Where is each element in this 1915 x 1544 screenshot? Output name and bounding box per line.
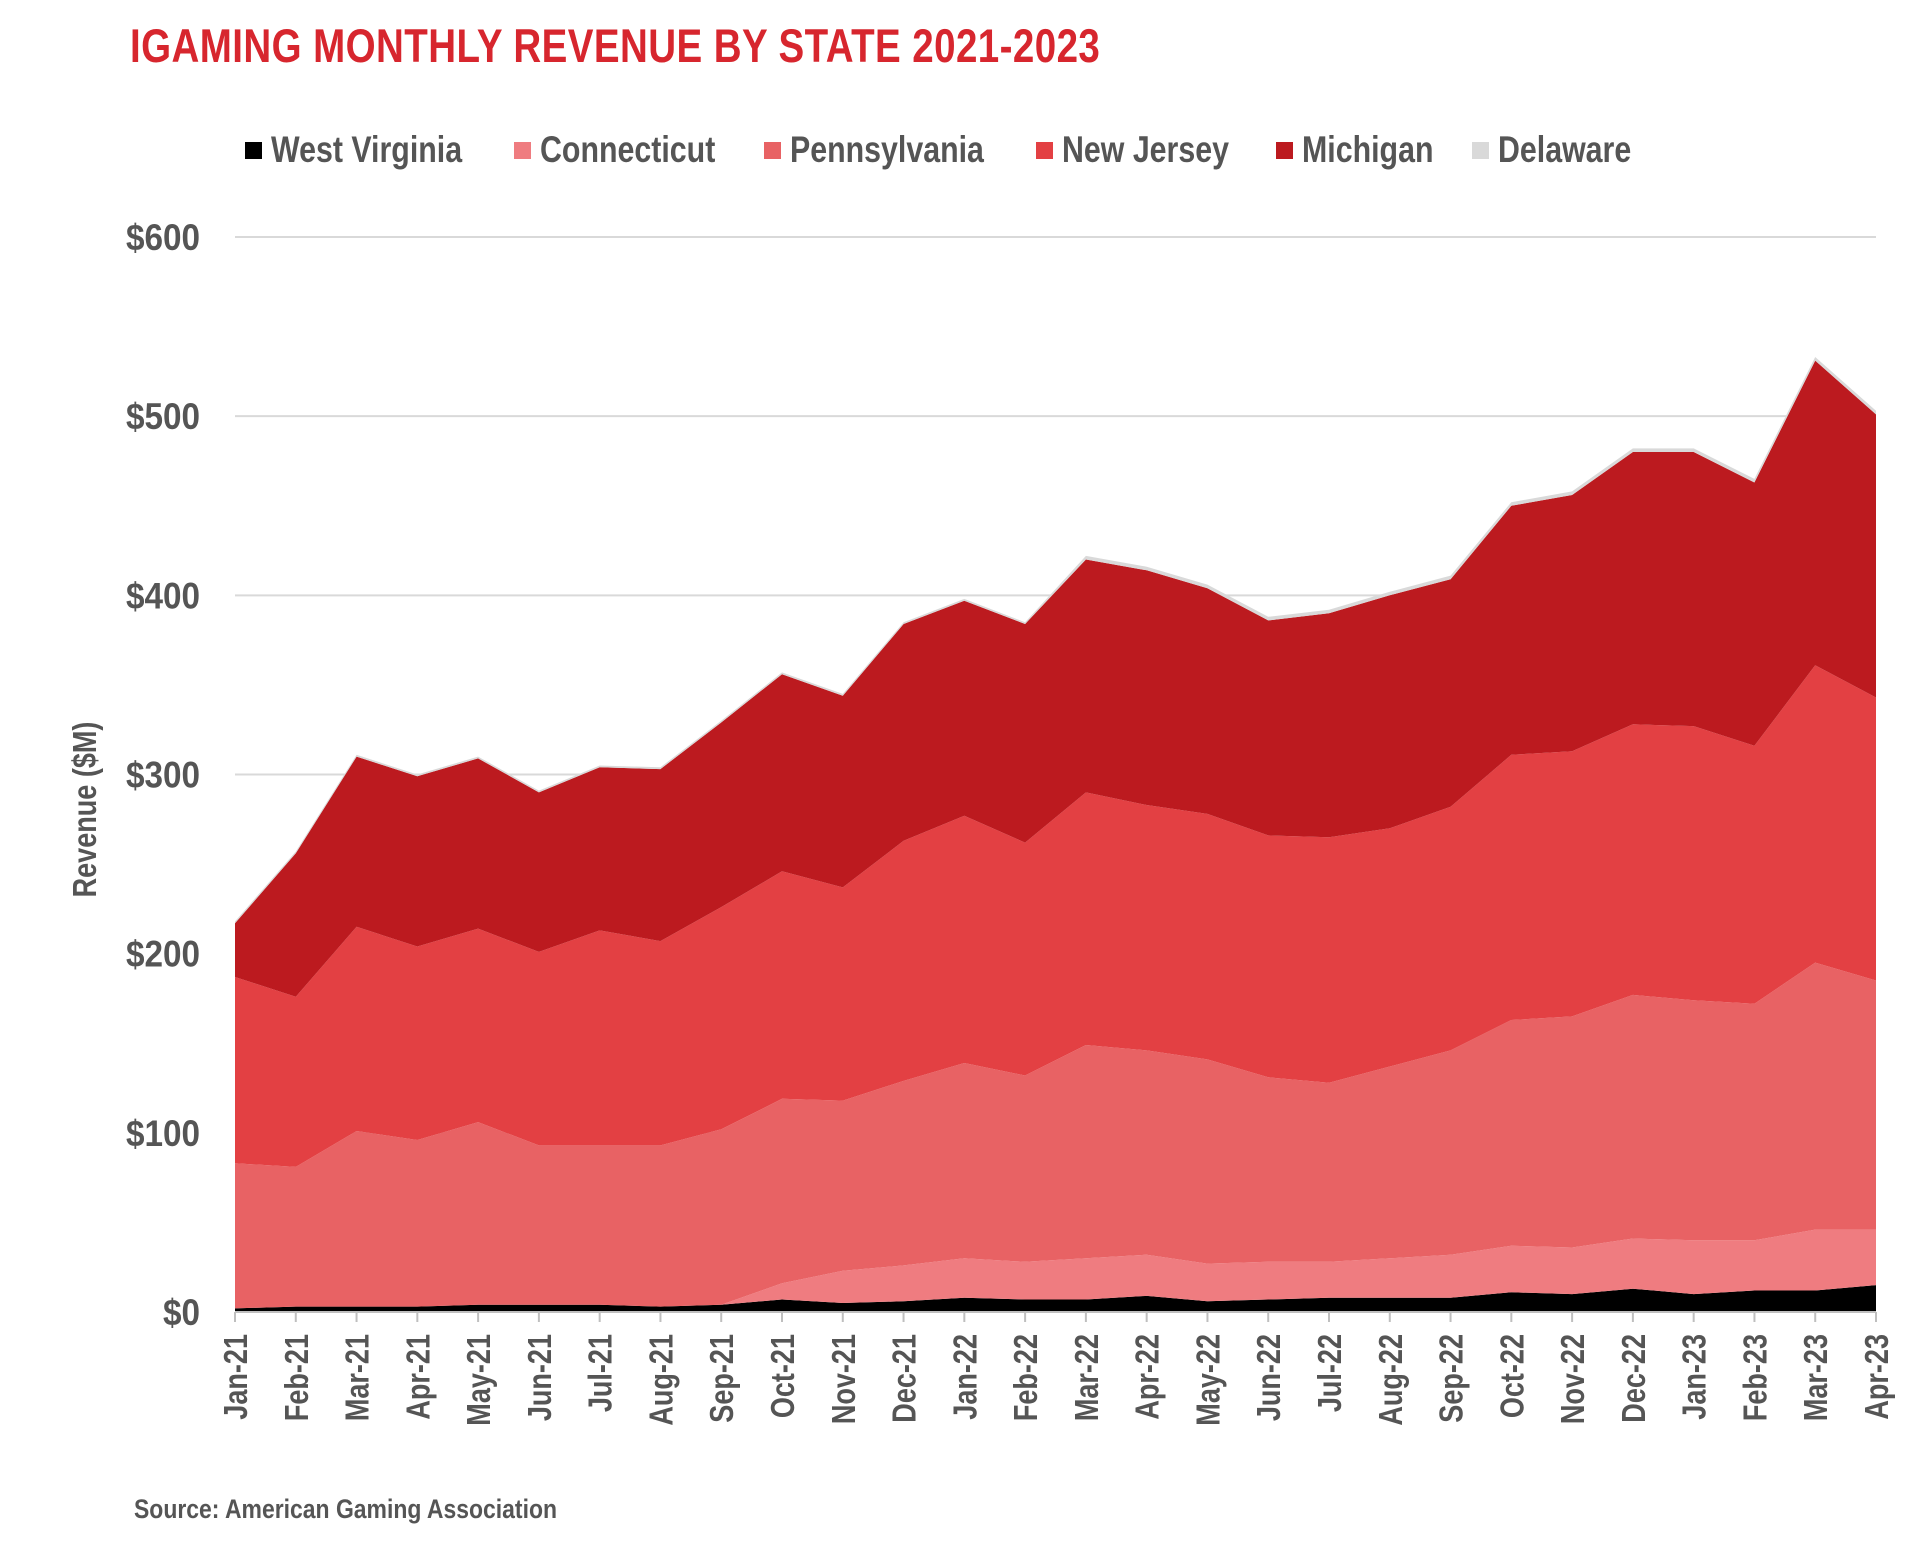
x-tick-label: Jan-21 <box>219 1334 255 1420</box>
legend-swatch-connecticut <box>514 141 532 159</box>
legend-swatch-new-jersey <box>1036 141 1054 159</box>
legend-swatch-west-virginia <box>245 141 262 159</box>
series-area-pennsylvania <box>235 962 1876 1309</box>
x-tick-label: Mar-21 <box>340 1334 376 1421</box>
x-tick-label: Oct-22 <box>1495 1334 1531 1418</box>
x-tick-label: Nov-21 <box>826 1334 862 1424</box>
x-tick-label: Jun-21 <box>522 1334 558 1421</box>
y-tick-label: $200 <box>126 934 200 975</box>
chart-legend: West Virginia Connecticut Pennsylvania N… <box>245 128 1632 172</box>
x-tick-label: Feb-23 <box>1738 1334 1774 1421</box>
legend-item-connecticut: Connecticut <box>514 129 724 171</box>
legend-item-new-jersey: New Jersey <box>1036 129 1236 171</box>
x-tick-label: Aug-22 <box>1373 1334 1409 1426</box>
x-tick-label: Nov-22 <box>1556 1334 1592 1424</box>
legend-item-michigan: Michigan <box>1276 129 1434 171</box>
y-tick-label: $100 <box>126 1113 200 1154</box>
legend-item-pennsylvania: Pennsylvania <box>763 129 997 171</box>
chart-title: IGAMING MONTHLY REVENUE BY STATE 2021-20… <box>130 19 1101 72</box>
x-tick-label: Dec-22 <box>1616 1334 1652 1423</box>
legend-item-delaware: Delaware <box>1472 129 1632 171</box>
x-tick-label: Jan-22 <box>948 1334 984 1420</box>
x-tick-label: Dec-21 <box>887 1334 923 1423</box>
y-tick-label: $600 <box>126 217 200 258</box>
series-area-michigan <box>235 360 1876 997</box>
legend-label-new-jersey: New Jersey <box>1062 129 1230 170</box>
legend-label-connecticut: Connecticut <box>540 129 716 170</box>
legend-label-pennsylvania: Pennsylvania <box>789 129 984 170</box>
x-tick-label: Feb-22 <box>1009 1334 1045 1421</box>
x-tick-label: May-22 <box>1191 1334 1227 1426</box>
x-tick-label: Oct-21 <box>766 1334 802 1418</box>
x-tick-label: Apr-21 <box>401 1334 437 1420</box>
x-tick-label: Jul-21 <box>583 1334 619 1412</box>
legend-label-michigan: Michigan <box>1302 129 1434 170</box>
legend-swatch-pennsylvania <box>763 141 781 159</box>
x-tick-label: Mar-23 <box>1799 1334 1835 1421</box>
legend-item-west-virginia: West Virginia <box>245 129 474 171</box>
legend-swatch-michigan <box>1276 141 1293 159</box>
x-tick-label: Apr-22 <box>1130 1334 1166 1420</box>
legend-swatch-delaware <box>1472 141 1490 159</box>
x-tick-label: May-21 <box>462 1334 498 1426</box>
x-tick-label: Sep-22 <box>1434 1334 1470 1423</box>
source-note: Source: American Gaming Association <box>134 1494 557 1524</box>
x-tick-label: Jan-23 <box>1677 1334 1713 1420</box>
y-axis-title: Revenue ($M) <box>68 722 104 898</box>
x-tick-label: Apr-23 <box>1860 1334 1896 1420</box>
x-tick-label: Mar-22 <box>1069 1334 1105 1421</box>
y-tick-label: $0 <box>163 1292 200 1333</box>
x-tick-label: Jul-22 <box>1313 1334 1349 1412</box>
y-tick-label: $500 <box>126 397 200 438</box>
series-area-new-jersey <box>235 665 1876 1167</box>
series-area-connecticut <box>235 1229 1876 1309</box>
x-tick-label: Feb-21 <box>279 1334 315 1421</box>
legend-label-west-virginia: West Virginia <box>271 129 463 170</box>
y-tick-label: $300 <box>126 755 200 796</box>
legend-label-delaware: Delaware <box>1498 129 1632 170</box>
x-tick-label: Sep-21 <box>705 1334 741 1423</box>
x-tick-label: Jun-22 <box>1252 1334 1288 1421</box>
series-area-west-virginia <box>235 1285 1876 1312</box>
x-tick-label: Aug-21 <box>644 1334 680 1426</box>
y-tick-label: $400 <box>126 576 200 617</box>
